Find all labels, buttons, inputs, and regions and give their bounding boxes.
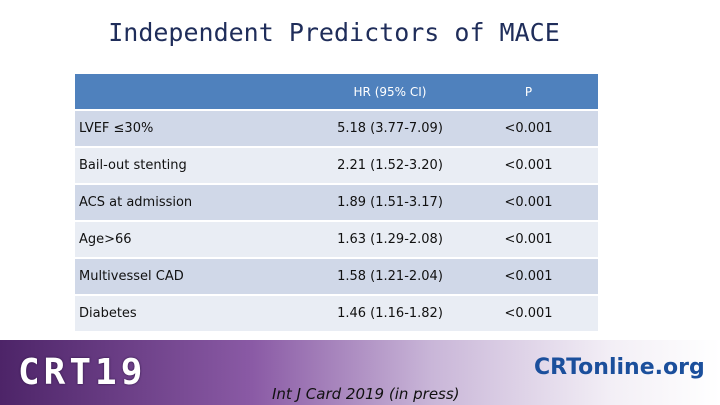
table-cell: ACS at admission (75, 185, 321, 220)
table-cell: 5.18 (3.77-7.09) (321, 111, 459, 146)
header-cell: HR (95% CI) (321, 74, 459, 109)
table-cell: 1.58 (1.21-2.04) (321, 259, 459, 294)
table-row: Age>66 1.63 (1.29-2.08) <0.001 (75, 222, 598, 257)
logo: CRTonline.org (534, 355, 705, 380)
table-cell: LVEF ≤30% (75, 111, 321, 146)
header-row: HR (95% CI) P (75, 74, 598, 109)
table-row: LVEF ≤30% 5.18 (3.77-7.09) <0.001 (75, 111, 598, 146)
table-cell: 2.21 (1.52-3.20) (321, 148, 459, 183)
table-cell: Age>66 (75, 222, 321, 257)
table-cell: 1.46 (1.16-1.82) (321, 296, 459, 331)
table-cell: 1.63 (1.29-2.08) (321, 222, 459, 257)
table-cell: Multivessel CAD (75, 259, 321, 294)
table-row: Multivessel CAD 1.58 (1.21-2.04) <0.001 (75, 259, 598, 294)
logo: CRT19 (18, 352, 147, 393)
header-cell: P (459, 74, 598, 109)
footer-band (0, 340, 720, 405)
table-body: LVEF ≤30% 5.18 (3.77-7.09) <0.001 Bail-out … (75, 111, 598, 331)
table-cell: Bail-out stenting (75, 148, 321, 183)
table-row: ACS at admission 1.89 (1.51-3.17) <0.001 (75, 185, 598, 220)
table-cell: <0.001 (459, 222, 598, 257)
table-cell: <0.001 (459, 185, 598, 220)
citation: Int J Card 2019 (in press) (272, 385, 460, 403)
table-cell: <0.001 (459, 148, 598, 183)
table-cell: <0.001 (459, 296, 598, 331)
table-cell: 1.89 (1.51-3.17) (321, 185, 459, 220)
table-cell: Diabetes (75, 296, 321, 331)
table-row: Diabetes 1.46 (1.16-1.82) <0.001 (75, 296, 598, 331)
table-cell: <0.001 (459, 111, 598, 146)
header-cell (75, 74, 321, 109)
table: HR (95% CI) P LVEF ≤30% 5.18 (3.77-7.09) <… (75, 72, 598, 333)
table-row: Bail-out stenting 2.21 (1.52-3.20) <0.001 (75, 148, 598, 183)
title: Independent Predictors of MACE (108, 18, 560, 47)
table-cell: <0.001 (459, 259, 598, 294)
